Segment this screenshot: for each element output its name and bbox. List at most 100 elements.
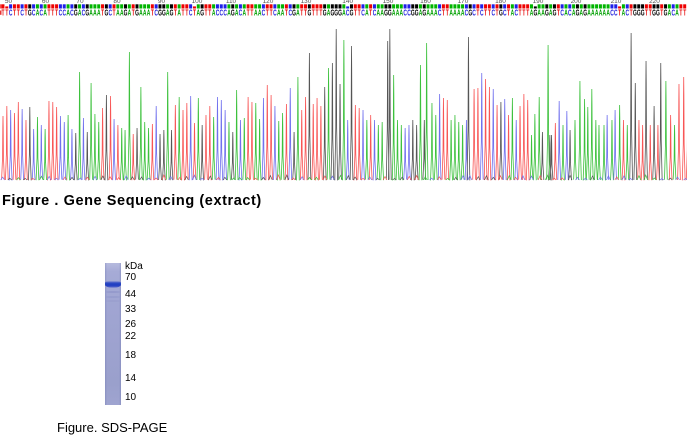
- svg-text:A: A: [143, 9, 147, 17]
- svg-text:T: T: [266, 9, 269, 17]
- svg-text:A: A: [426, 9, 430, 17]
- svg-text:A: A: [530, 9, 534, 17]
- svg-text:C: C: [262, 9, 266, 17]
- svg-text:G: G: [388, 9, 392, 17]
- svg-text:T: T: [51, 9, 54, 17]
- svg-text:A: A: [243, 9, 247, 17]
- svg-text:70: 70: [76, 0, 84, 5]
- svg-text:170: 170: [458, 0, 469, 5]
- svg-text:C: C: [465, 9, 469, 17]
- svg-text:G: G: [545, 9, 549, 17]
- svg-text:G: G: [200, 9, 204, 17]
- svg-text:T: T: [312, 9, 315, 17]
- svg-text:A: A: [572, 9, 576, 17]
- svg-text:C: C: [373, 9, 377, 17]
- svg-text:C: C: [189, 9, 193, 17]
- svg-text:G: G: [135, 9, 139, 17]
- svg-text:T: T: [316, 9, 319, 17]
- svg-text:A: A: [453, 9, 457, 17]
- svg-text:C: C: [438, 9, 442, 17]
- svg-text:C: C: [503, 9, 507, 17]
- svg-text:T: T: [193, 9, 196, 17]
- svg-text:A: A: [93, 9, 97, 17]
- svg-text:G: G: [74, 9, 78, 17]
- svg-text:T: T: [208, 9, 211, 17]
- svg-text:A: A: [564, 9, 568, 17]
- svg-text:T: T: [270, 9, 273, 17]
- svg-text:A: A: [296, 9, 300, 17]
- svg-text:T: T: [507, 9, 510, 17]
- svg-text:A: A: [227, 9, 231, 17]
- svg-text:T: T: [300, 9, 303, 17]
- svg-text:G: G: [104, 9, 108, 17]
- svg-text:G: G: [158, 9, 162, 17]
- svg-text:C: C: [82, 9, 86, 17]
- svg-text:A: A: [97, 9, 101, 17]
- svg-text:T: T: [55, 9, 58, 17]
- svg-text:150: 150: [383, 0, 394, 5]
- svg-text:A: A: [254, 9, 258, 17]
- svg-text:C: C: [480, 9, 484, 17]
- svg-text:C: C: [346, 9, 350, 17]
- svg-text:G: G: [641, 9, 645, 17]
- svg-text:T: T: [557, 9, 560, 17]
- svg-text:C: C: [472, 9, 476, 17]
- svg-text:G: G: [652, 9, 656, 17]
- svg-text:T: T: [679, 9, 682, 17]
- svg-text:C: C: [560, 9, 564, 17]
- svg-text:C: C: [32, 9, 36, 17]
- svg-text:T: T: [151, 9, 154, 17]
- svg-text:180: 180: [495, 0, 506, 5]
- svg-text:190: 190: [533, 0, 544, 5]
- svg-text:A: A: [549, 9, 553, 17]
- svg-text:G: G: [334, 9, 338, 17]
- svg-text:C: C: [407, 9, 411, 17]
- svg-text:A: A: [449, 9, 453, 17]
- svg-text:T: T: [484, 9, 487, 17]
- svg-text:G: G: [350, 9, 354, 17]
- svg-text:G: G: [422, 9, 426, 17]
- svg-text:T: T: [113, 9, 116, 17]
- svg-text:A: A: [212, 9, 216, 17]
- svg-text:C: C: [273, 9, 277, 17]
- svg-text:G: G: [533, 9, 537, 17]
- svg-text:C: C: [614, 9, 618, 17]
- svg-text:T: T: [618, 9, 621, 17]
- svg-text:100: 100: [192, 0, 203, 5]
- svg-text:A: A: [461, 9, 465, 17]
- svg-text:T: T: [649, 9, 652, 17]
- svg-text:A: A: [400, 9, 404, 17]
- svg-text:C: C: [361, 9, 365, 17]
- svg-text:A: A: [380, 9, 384, 17]
- svg-text:T: T: [358, 9, 361, 17]
- svg-text:A: A: [377, 9, 381, 17]
- svg-text:C: C: [220, 9, 224, 17]
- svg-text:C: C: [223, 9, 227, 17]
- svg-text:C: C: [568, 9, 572, 17]
- svg-text:C: C: [216, 9, 220, 17]
- svg-text:T: T: [101, 9, 104, 17]
- svg-text:A: A: [258, 9, 262, 17]
- svg-text:G: G: [553, 9, 557, 17]
- svg-text:A: A: [78, 9, 82, 17]
- svg-text:A: A: [511, 9, 515, 17]
- svg-text:A: A: [595, 9, 599, 17]
- svg-text:C: C: [626, 9, 630, 17]
- svg-text:T: T: [1, 9, 4, 17]
- svg-text:T: T: [660, 9, 663, 17]
- svg-text:T: T: [247, 9, 250, 17]
- svg-text:210: 210: [611, 0, 622, 5]
- svg-text:G: G: [323, 9, 327, 17]
- svg-text:G: G: [330, 9, 334, 17]
- svg-text:T: T: [24, 9, 27, 17]
- svg-text:A: A: [587, 9, 591, 17]
- svg-text:T: T: [285, 9, 288, 17]
- svg-text:A: A: [606, 9, 610, 17]
- svg-text:G: G: [170, 9, 174, 17]
- svg-text:G: G: [499, 9, 503, 17]
- svg-text:T: T: [476, 9, 479, 17]
- svg-text:C: C: [59, 9, 63, 17]
- svg-text:110: 110: [226, 0, 237, 5]
- svg-text:T: T: [683, 9, 686, 17]
- svg-text:A: A: [277, 9, 281, 17]
